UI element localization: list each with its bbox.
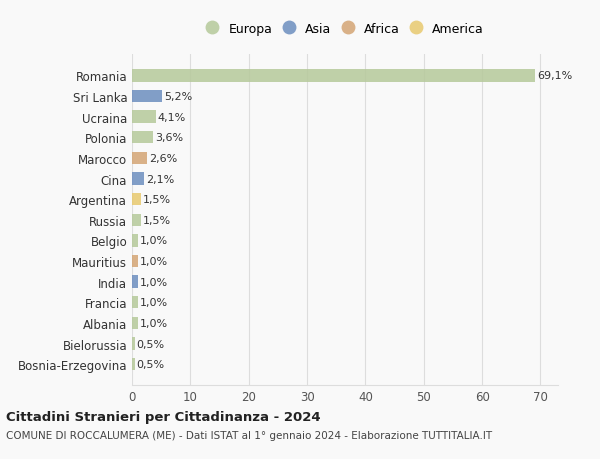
Bar [132,214,141,226]
Bar [132,132,153,144]
Bar [132,173,144,185]
Bar [132,338,135,350]
Text: 5,2%: 5,2% [164,92,193,102]
Legend: Europa, Asia, Africa, America: Europa, Asia, Africa, America [201,18,489,41]
Text: 1,0%: 1,0% [140,236,168,246]
Text: 2,1%: 2,1% [146,174,174,184]
Text: 0,5%: 0,5% [137,359,165,369]
Bar [132,255,138,268]
Text: 1,0%: 1,0% [140,297,168,308]
Bar [132,235,138,247]
Bar [132,276,138,288]
Bar [132,194,141,206]
Bar [132,358,135,370]
Text: 1,0%: 1,0% [140,318,168,328]
Text: 69,1%: 69,1% [537,71,572,81]
Text: Cittadini Stranieri per Cittadinanza - 2024: Cittadini Stranieri per Cittadinanza - 2… [6,410,320,423]
Bar [132,111,156,123]
Text: 1,5%: 1,5% [143,195,170,205]
Text: COMUNE DI ROCCALUMERA (ME) - Dati ISTAT al 1° gennaio 2024 - Elaborazione TUTTIT: COMUNE DI ROCCALUMERA (ME) - Dati ISTAT … [6,431,492,440]
Bar [132,297,138,309]
Bar [132,70,535,83]
Bar [132,152,147,165]
Bar [132,91,163,103]
Text: 1,0%: 1,0% [140,257,168,267]
Text: 3,6%: 3,6% [155,133,183,143]
Text: 4,1%: 4,1% [158,112,186,123]
Text: 1,5%: 1,5% [143,215,170,225]
Bar [132,317,138,330]
Text: 0,5%: 0,5% [137,339,165,349]
Text: 2,6%: 2,6% [149,154,177,163]
Text: 1,0%: 1,0% [140,277,168,287]
